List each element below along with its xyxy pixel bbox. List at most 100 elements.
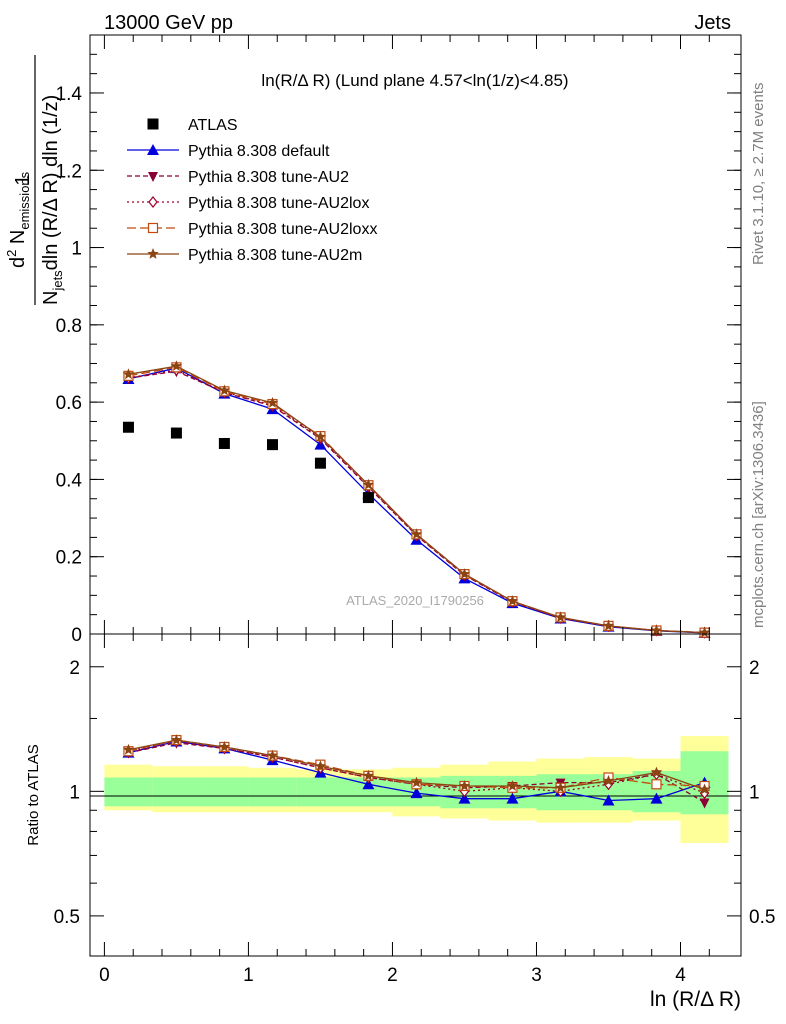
main-point-au2m bbox=[170, 360, 183, 371]
main-point-atlas bbox=[122, 421, 134, 433]
y-label-numerator: d2 Nemissions bbox=[4, 171, 32, 268]
y-label-dln: dln (R/Δ R) dln (1/z) bbox=[40, 95, 62, 271]
x-tick-label: 0 bbox=[99, 965, 110, 986]
y-label-emissions-sub: emissions bbox=[17, 171, 32, 229]
legend-label-default: Pythia 8.308 default bbox=[188, 143, 330, 160]
main-point-au2m bbox=[458, 568, 471, 579]
ratio-point-au2 bbox=[699, 798, 710, 809]
main-point-au2m bbox=[362, 478, 375, 490]
legend-marker-au2lox bbox=[148, 196, 158, 208]
legend-label-au2: Pythia 8.308 tune-AU2 bbox=[188, 169, 349, 186]
watermark: ATLAS_2020_I1790256 bbox=[346, 593, 484, 608]
legend-marker-atlas bbox=[147, 118, 159, 130]
ratio-y-tick-label-right: 0.5 bbox=[749, 907, 775, 928]
main-y-tick-label: 1 bbox=[71, 239, 82, 260]
main-y-tick-label: 0.6 bbox=[56, 393, 82, 414]
y-label-njets: N bbox=[40, 291, 62, 305]
ratio-point-default bbox=[362, 778, 375, 790]
ratio-point-au2m bbox=[698, 783, 711, 795]
ratio-band-inner bbox=[200, 777, 249, 807]
ratio-point-au2m bbox=[410, 776, 423, 788]
ratio-panel: 0.5 0.5 1 1 2 2 0 1 2 3 4 bbox=[54, 633, 776, 986]
ratio-point-au2m bbox=[458, 780, 471, 791]
main-point-atlas bbox=[362, 492, 374, 504]
y-label-two-sup: 2 bbox=[4, 250, 19, 257]
ratio-series-layer bbox=[122, 734, 711, 809]
ratio-y-tick-label-left: 0.5 bbox=[54, 907, 80, 928]
y-label-jets-sub: jets bbox=[50, 270, 65, 292]
main-y-tick-label: 1.2 bbox=[56, 161, 82, 182]
ratio-y-tick-label-left: 1 bbox=[69, 782, 80, 803]
legend-label-au2lox: Pythia 8.308 tune-AU2lox bbox=[188, 195, 369, 212]
ratio-band-inner bbox=[104, 777, 153, 807]
ratio-point-au2m bbox=[266, 749, 279, 761]
ratio-band-inner bbox=[296, 777, 345, 807]
y-label-n: N bbox=[7, 230, 29, 250]
legend-marker-au2m bbox=[147, 248, 159, 259]
ratio-point-default bbox=[602, 794, 615, 806]
legend-marker-au2 bbox=[148, 172, 158, 182]
y-label-denominator: Njetsdln (R/Δ R) dln (1/z) bbox=[40, 95, 65, 305]
legend-label-au2m: Pythia 8.308 tune-AU2m bbox=[188, 247, 362, 264]
main-point-au2m bbox=[122, 368, 135, 380]
main-y-tick-label: 0.2 bbox=[56, 548, 82, 569]
main-point-au2m bbox=[218, 384, 231, 396]
ratio-point-au2m bbox=[170, 734, 183, 745]
main-point-au2m bbox=[410, 528, 423, 540]
y-label-d2n: d bbox=[7, 257, 29, 268]
ratio-point-default bbox=[410, 787, 423, 799]
x-tick-label: 2 bbox=[387, 965, 398, 986]
main-y-label-numerator: d2 Nemissions bbox=[4, 171, 32, 268]
ratio-band-inner bbox=[152, 777, 201, 807]
ratio-frame bbox=[89, 633, 742, 957]
x-tick-label: 4 bbox=[675, 965, 686, 986]
main-point-au2m bbox=[698, 626, 711, 638]
legend-label-atlas: ATLAS bbox=[188, 117, 238, 134]
y-label-numerator-one: 1 bbox=[12, 174, 34, 185]
rivet-version-text: Rivet 3.1.10, ≥ 2.7M events bbox=[750, 83, 767, 266]
ratio-point-au2m bbox=[602, 774, 615, 786]
legend: ATLAS Pythia 8.308 default Pythia 8.308 tu… bbox=[127, 117, 377, 264]
legend-label-au2loxx: Pythia 8.308 tune-AU2loxx bbox=[188, 221, 377, 238]
ratio-point-au2m bbox=[554, 781, 567, 793]
ratio-y-ticks: 0.5 0.5 1 1 2 2 bbox=[54, 658, 776, 928]
main-y-tick-label: 0 bbox=[71, 625, 82, 646]
ratio-point-au2m bbox=[314, 760, 327, 772]
ratio-point-default bbox=[650, 792, 663, 804]
main-point-au2m bbox=[506, 595, 519, 606]
main-point-atlas bbox=[314, 457, 326, 469]
ratio-point-au2m bbox=[218, 741, 231, 752]
main-panel: 0 0.2 0.4 0.6 0.8 1 1.2 1.4 ln(R/Δ R) (Lund pla… bbox=[56, 34, 742, 646]
main-point-au2m bbox=[602, 619, 615, 631]
ratio-point-default bbox=[506, 792, 519, 804]
ratio-y-label: Ratio to ATLAS bbox=[25, 744, 42, 845]
ratio-y-tick-label-left: 2 bbox=[69, 658, 80, 679]
main-point-au2m bbox=[650, 624, 663, 636]
main-point-au2m bbox=[314, 430, 327, 442]
legend-marker-default bbox=[147, 144, 159, 155]
ratio-point-default bbox=[458, 792, 471, 804]
main-point-au2m bbox=[554, 611, 567, 623]
main-point-atlas bbox=[218, 437, 230, 449]
plot-title: ln(R/Δ R) (Lund plane 4.57<ln(1/z)<4.85) bbox=[261, 71, 568, 90]
ratio-point-au2m bbox=[122, 743, 135, 755]
mcplots-text: mcplots.cern.ch [arXiv:1306.3436] bbox=[750, 401, 767, 628]
main-point-atlas bbox=[266, 439, 278, 451]
ratio-y-tick-label-right: 2 bbox=[749, 658, 760, 679]
main-y-label: 1 Njetsdln (R/Δ R) dln (1/z) bbox=[12, 55, 65, 305]
main-y-tick-label: 0.4 bbox=[56, 470, 83, 491]
main-point-atlas bbox=[170, 427, 182, 439]
x-tick-label: 3 bbox=[531, 965, 542, 986]
legend-marker-au2loxx bbox=[147, 222, 159, 234]
main-series-layer bbox=[122, 360, 711, 639]
ratio-point-au2m bbox=[650, 766, 663, 778]
x-ticks: 0 1 2 3 4 bbox=[99, 634, 710, 986]
x-tick-label: 1 bbox=[243, 965, 254, 986]
x-axis-label: ln (R/Δ R) bbox=[650, 988, 741, 1011]
main-point-au2m bbox=[266, 396, 279, 408]
header-left: 13000 GeV pp bbox=[104, 12, 233, 34]
main-y-tick-label: 0.8 bbox=[56, 316, 82, 337]
ratio-point-au2loxx bbox=[651, 779, 662, 790]
ratio-point-au2m bbox=[506, 780, 519, 791]
